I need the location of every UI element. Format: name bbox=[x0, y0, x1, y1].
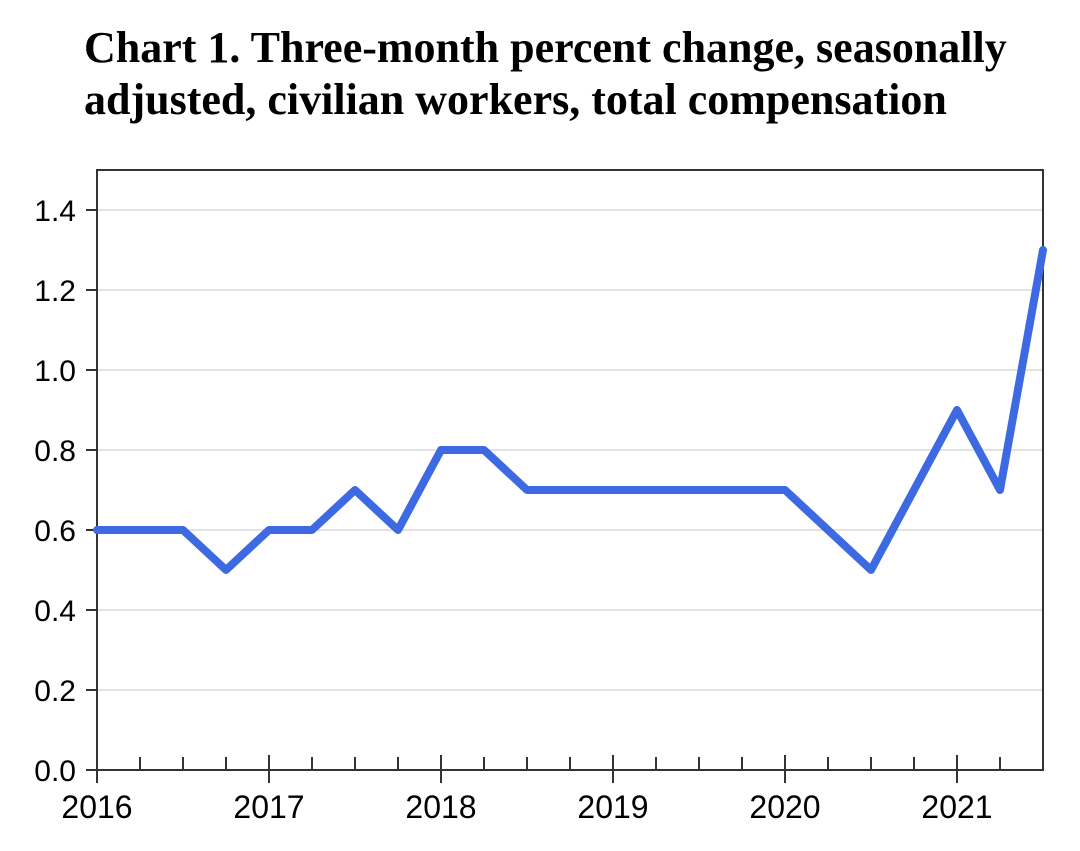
gridlines bbox=[97, 209, 1043, 691]
y-tick-label: 1.4 bbox=[34, 195, 76, 228]
chart-title-line-1: Chart 1. Three-month percent change, sea… bbox=[84, 23, 1007, 72]
x-year-label: 2019 bbox=[577, 789, 648, 825]
x-year-label: 2018 bbox=[405, 789, 476, 825]
y-tick-label: 0.4 bbox=[34, 595, 76, 628]
y-tick-label: 0.2 bbox=[34, 675, 76, 708]
y-tick-label: 0.8 bbox=[34, 435, 76, 468]
y-axis: 0.0 0.2 0.4 0.6 0.8 1.0 1.2 1.4 bbox=[34, 195, 97, 788]
chart-title: Chart 1. Three-month percent change, sea… bbox=[84, 22, 1007, 126]
y-tick-label: 1.0 bbox=[34, 355, 76, 388]
y-tick-label: 0.6 bbox=[34, 515, 76, 548]
data-line-total-compensation bbox=[93, 246, 1047, 574]
x-year-label: 2016 bbox=[61, 789, 132, 825]
x-year-label: 2020 bbox=[749, 789, 820, 825]
chart-title-line-2: adjusted, civilian workers, total compen… bbox=[84, 75, 947, 124]
x-year-label: 2017 bbox=[233, 789, 304, 825]
y-tick-label: 0.0 bbox=[34, 755, 76, 788]
plot-border bbox=[96, 169, 1044, 771]
x-year-label: 2021 bbox=[921, 789, 992, 825]
y-tick-label: 1.2 bbox=[34, 275, 76, 308]
x-axis: 2016 2017 2018 2019 2020 2021 bbox=[61, 755, 1044, 825]
